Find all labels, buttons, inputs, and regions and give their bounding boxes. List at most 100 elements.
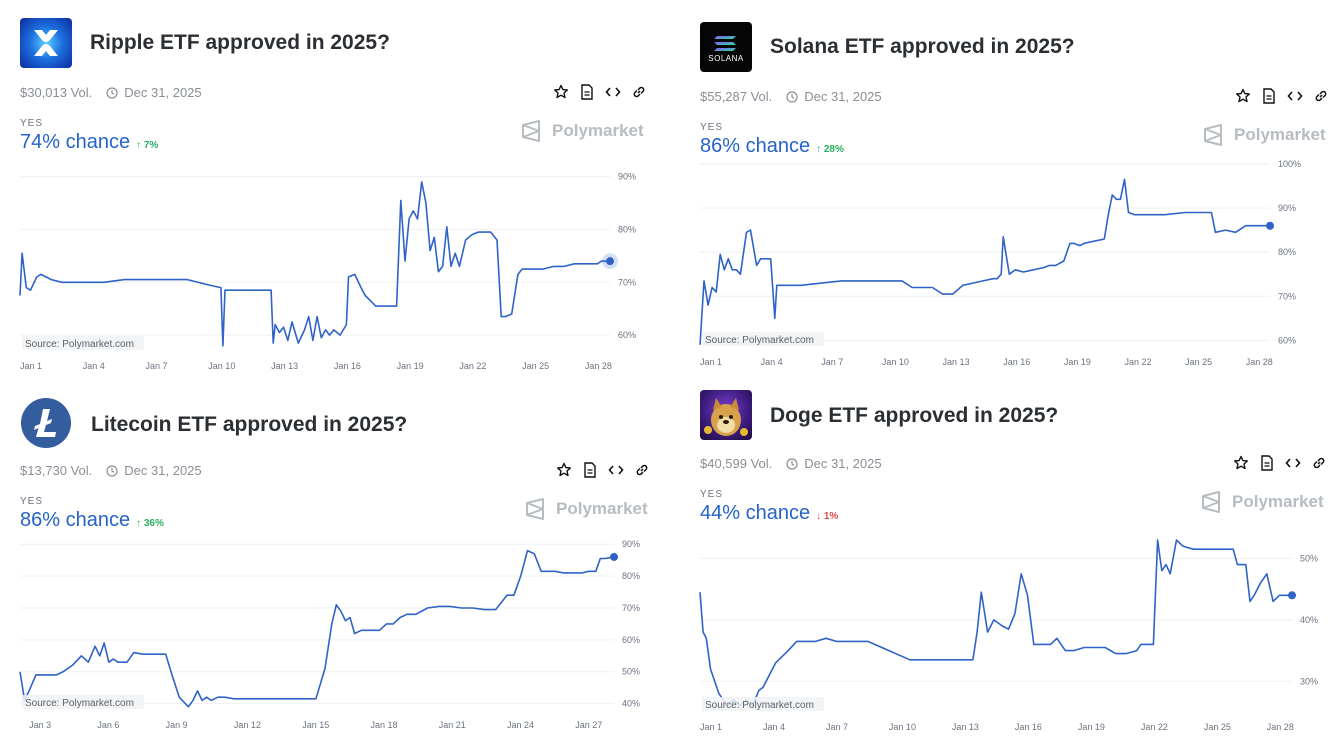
y-tick-label: 70% — [618, 277, 636, 287]
star-icon[interactable] — [1232, 454, 1250, 472]
price-chart: 50% 40% 30% Jan 1 Jan 4 Jan 7 Jan 10 Jan 13 Jan … — [699, 539, 1318, 732]
x-tick-label: Jan 7 — [146, 361, 168, 371]
chance-text: 74% chance — [20, 131, 131, 153]
card-actions — [552, 83, 648, 101]
x-tick-label: Jan 25 — [1185, 357, 1212, 367]
series-line — [699, 178, 1270, 345]
x-tick-label: Jan 16 — [1015, 722, 1042, 732]
x-tick-label: Jan 21 — [439, 720, 466, 730]
x-tick-label: Jan 1 — [700, 357, 722, 367]
x-tick-label: Jan 1 — [20, 361, 42, 371]
chance-delta: ↑ 36% — [136, 518, 164, 529]
y-tick-label: 40% — [622, 699, 640, 709]
y-tick-label: 50% — [622, 667, 640, 677]
svg-text:SOLANA: SOLANA — [708, 54, 744, 63]
card-actions — [1234, 87, 1330, 105]
market-card-doge[interactable]: Doge ETF approved in 2025? $40,599 Vol. … — [699, 390, 1340, 750]
polymarket-watermark: Polymarket — [524, 497, 648, 521]
link-icon[interactable] — [1312, 87, 1330, 105]
price-chart: 90% 80% 70% 60% Jan 1 Jan 4 Jan 7 Jan 10 Jan 13 J… — [19, 172, 636, 371]
solana-logo-icon: SOLANA — [700, 22, 752, 72]
market-card-solana[interactable]: SOLANA Solana ETF approved in 2025? $55,… — [699, 22, 1340, 372]
link-icon[interactable] — [630, 83, 648, 101]
embed-code-icon[interactable] — [1284, 454, 1302, 472]
volume: $13,730 Vol. — [20, 463, 93, 478]
source-label: Source: Polymarket.com — [705, 700, 814, 711]
embed-code-icon[interactable] — [1286, 87, 1304, 105]
y-tick-label: 70% — [622, 603, 640, 613]
x-tick-label: Jan 19 — [1064, 357, 1091, 367]
y-tick-label: 100% — [1278, 159, 1301, 169]
document-icon[interactable] — [581, 461, 599, 479]
clock-icon — [106, 464, 118, 477]
end-date: Dec 31, 2025 — [124, 463, 202, 478]
y-tick-label: 30% — [1300, 676, 1318, 686]
brand-name: Polymarket — [1234, 125, 1326, 144]
clock-icon — [106, 86, 118, 99]
link-icon[interactable] — [633, 461, 651, 479]
x-tick-label: Jan 25 — [522, 361, 549, 371]
x-tick-label: Jan 16 — [1003, 357, 1030, 367]
chance-text: 86% chance — [700, 135, 811, 157]
market-title[interactable]: Solana ETF approved in 2025? — [770, 35, 1075, 58]
chance-delta: ↑ 7% — [136, 140, 159, 151]
polymarket-logo-icon — [1202, 491, 1220, 513]
x-tick-label: Jan 22 — [1141, 722, 1168, 732]
x-tick-label: Jan 13 — [271, 361, 298, 371]
series-line — [19, 549, 615, 708]
document-icon[interactable] — [578, 83, 596, 101]
x-tick-label: Jan 27 — [575, 720, 602, 730]
y-tick-label: 80% — [618, 224, 636, 234]
x-tick-label: Jan 22 — [459, 361, 486, 371]
volume: $40,599 Vol. — [700, 456, 773, 471]
clock-icon — [786, 90, 798, 103]
brand-name: Polymarket — [556, 499, 648, 518]
embed-code-icon[interactable] — [604, 83, 622, 101]
card-actions — [555, 461, 651, 479]
market-title[interactable]: Ripple ETF approved in 2025? — [90, 31, 390, 54]
x-tick-label: Jan 13 — [943, 357, 970, 367]
litecoin-logo-icon — [20, 398, 72, 448]
source-label-bg — [702, 332, 824, 346]
end-date: Dec 31, 2025 — [804, 89, 882, 104]
polymarket-watermark: Polymarket — [1202, 123, 1326, 147]
series-line — [699, 539, 1292, 707]
link-icon[interactable] — [1310, 454, 1328, 472]
chance-delta: ↓ 1% — [816, 511, 839, 522]
chance-text: 86% chance — [20, 509, 131, 531]
last-point — [1288, 591, 1296, 600]
market-title[interactable]: Doge ETF approved in 2025? — [770, 404, 1059, 427]
star-icon[interactable] — [1234, 87, 1252, 105]
y-tick-label: 50% — [1300, 553, 1318, 563]
x-tick-label: Jan 13 — [952, 722, 979, 732]
y-tick-label: 80% — [622, 571, 640, 581]
star-icon[interactable] — [555, 461, 573, 479]
brand-name: Polymarket — [1232, 492, 1324, 511]
last-point — [606, 257, 614, 266]
last-point — [610, 552, 618, 561]
price-chart: 100% 90% 80% 70% 60% Jan 1 Jan 4 Jan 7 Jan 10 Jan… — [699, 159, 1301, 367]
market-card-litecoin[interactable]: Litecoin ETF approved in 2025? $13,730 V… — [19, 398, 660, 748]
polymarket-watermark: Polymarket — [1200, 490, 1324, 514]
market-card-ripple[interactable]: Ripple ETF approved in 2025? $30,013 Vol… — [19, 18, 660, 371]
chance-value: 74% chance ↑ 7% — [20, 131, 158, 154]
y-tick-label: 80% — [1278, 247, 1296, 257]
brand-name: Polymarket — [552, 121, 644, 140]
xrp-logo-icon — [20, 18, 72, 68]
embed-code-icon[interactable] — [607, 461, 625, 479]
document-icon[interactable] — [1260, 87, 1278, 105]
source-label: Source: Polymarket.com — [705, 335, 814, 346]
x-tick-label: Jan 24 — [507, 720, 534, 730]
x-tick-label: Jan 19 — [397, 361, 424, 371]
y-tick-label: 60% — [618, 330, 636, 340]
market-title[interactable]: Litecoin ETF approved in 2025? — [91, 413, 408, 436]
x-tick-label: Jan 10 — [208, 361, 235, 371]
source-label: Source: Polymarket.com — [25, 339, 134, 350]
outcome-label: YES — [20, 496, 44, 507]
end-date: Dec 31, 2025 — [804, 456, 882, 471]
document-icon[interactable] — [1258, 454, 1276, 472]
card-actions — [1232, 454, 1328, 472]
y-tick-label: 90% — [1278, 203, 1296, 213]
star-icon[interactable] — [552, 83, 570, 101]
price-chart: 90% 80% 70% 60% 50% 40% Jan 3 Jan 6 Jan 9 Jan 12 J… — [19, 539, 640, 730]
